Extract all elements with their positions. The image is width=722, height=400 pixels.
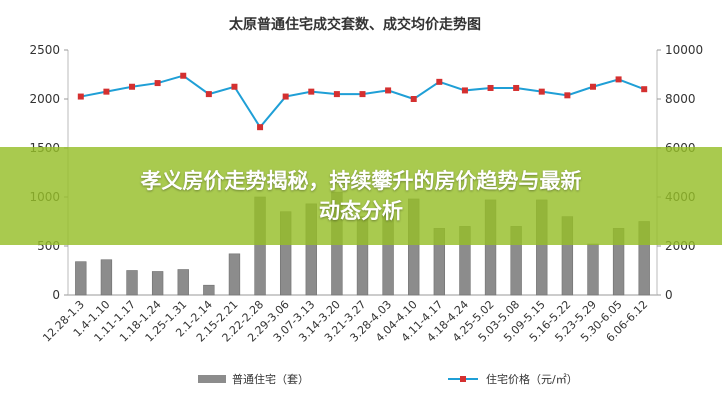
price-point-3.07-3.13: [308, 88, 315, 95]
price-point-1.4-1.10: [103, 88, 110, 95]
legend-label-bars: 普通住宅（套）: [232, 372, 309, 386]
bar-1.11-1.17: [126, 270, 138, 296]
price-point-12.28-1.3: [77, 93, 84, 100]
bar-5.23-5.29: [587, 243, 599, 296]
price-point-1.25-1.31: [180, 72, 187, 79]
bar-1.18-1.24: [151, 271, 164, 296]
headline-line-2: 动态分析: [319, 199, 403, 223]
y-right-tick-label: 10000: [665, 43, 703, 57]
price-point-5.16-5.22: [564, 92, 571, 99]
price-point-3.21-3.27: [359, 91, 366, 98]
y-right-tick-label: 0: [665, 288, 673, 302]
x-tick-labels: 12.28-1.31.4-1.101.11-1.171.18-1.241.25-…: [40, 298, 650, 345]
bar-series: [75, 191, 650, 296]
line-series: [77, 72, 648, 131]
price-point-4.25-5.02: [487, 84, 494, 91]
bar-1.4-1.10: [100, 259, 113, 296]
price-line: [80, 74, 645, 129]
bar-2.15-2.21: [228, 253, 241, 296]
legend-label-price: 住宅价格（元/㎡）: [486, 372, 578, 386]
legend-marker-price: [460, 376, 466, 382]
price-point-5.23-5.29: [589, 83, 596, 90]
price-point-1.11-1.17: [129, 83, 136, 90]
price-point-2.22-2.28: [257, 124, 264, 131]
price-point-3.28-4.03: [385, 87, 392, 94]
price-point-4.04-4.10: [410, 96, 417, 102]
price-point-5.30-6.05: [615, 76, 622, 83]
price-point-1.18-1.24: [154, 80, 161, 87]
headline-banner: [0, 147, 722, 245]
price-point-6.06-6.12: [641, 86, 648, 93]
price-point-4.18-4.24: [461, 87, 468, 94]
price-point-2.29-3.06: [282, 93, 289, 100]
y-left-tick-label: 2500: [29, 43, 60, 57]
y-left-tick-label: 2000: [29, 92, 60, 106]
bar-12.28-1.3: [75, 261, 87, 296]
chart-title: 太原普通住宅成交套数、成交均价走势图: [229, 16, 481, 33]
y-right-tick-label: 8000: [665, 92, 696, 106]
y-left-tick-label: 0: [52, 288, 60, 302]
legend: 普通住宅（套） 住宅价格（元/㎡）: [198, 372, 578, 386]
headline-line-1: 孝义房价走势揭秘，持续攀升的房价趋势与最新: [140, 169, 582, 193]
price-point-5.03-5.08: [513, 84, 520, 91]
headline-text: 孝义房价走势揭秘，持续攀升的房价趋势与最新 动态分析: [26, 166, 696, 226]
price-point-3.14-3.20: [333, 91, 340, 98]
price-point-2.15-2.21: [231, 83, 238, 90]
legend-swatch-bars: [198, 375, 226, 383]
price-point-2.1-2.14: [205, 91, 212, 98]
price-point-4.11-4.17: [436, 78, 443, 85]
bar-2.1-2.14: [203, 284, 215, 296]
price-point-5.09-5.15: [538, 88, 545, 95]
bar-1.25-1.31: [177, 269, 189, 296]
